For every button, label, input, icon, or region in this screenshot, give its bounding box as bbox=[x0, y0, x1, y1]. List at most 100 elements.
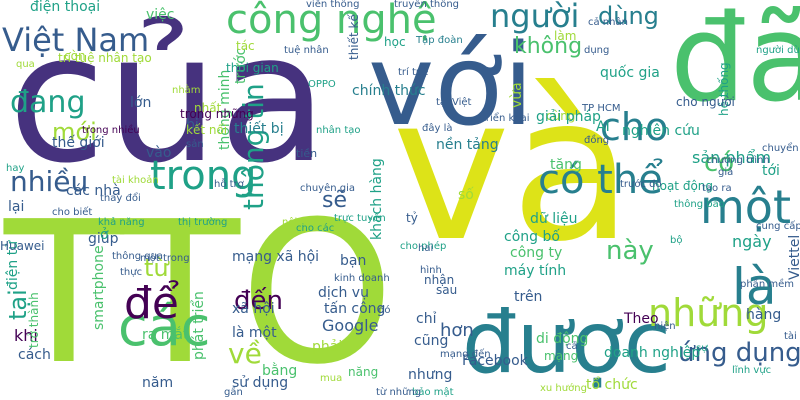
cloud-word: đó bbox=[378, 305, 391, 316]
cloud-word: bằng bbox=[262, 363, 298, 379]
cloud-word: gần bbox=[224, 387, 243, 398]
cloud-word: tổ chức bbox=[586, 377, 638, 393]
cloud-word: cho người bbox=[676, 95, 735, 109]
cloud-word: thông qua bbox=[112, 251, 164, 262]
cloud-word: cho biết bbox=[52, 207, 93, 218]
cloud-word: trí tuệ nhân tạo bbox=[58, 51, 152, 65]
cloud-word: trí tuệ bbox=[398, 67, 429, 78]
cloud-word: hỗ trợ bbox=[214, 179, 244, 190]
cloud-word: nhưng bbox=[408, 367, 453, 383]
cloud-word: mới bbox=[52, 118, 97, 146]
cloud-word: tài bbox=[784, 331, 797, 342]
cloud-word: cho các bbox=[296, 223, 335, 234]
cloud-word: chuyên gia bbox=[300, 183, 356, 194]
cloud-word: máy tính bbox=[504, 263, 567, 279]
cloud-word: với bbox=[368, 21, 534, 151]
cloud-word: đến bbox=[234, 286, 283, 316]
cloud-word: một trong bbox=[140, 253, 190, 264]
cloud-word: di động bbox=[536, 331, 589, 347]
cloud-word: Viettel bbox=[787, 234, 800, 280]
cloud-word: nền tảng bbox=[436, 137, 499, 153]
cloud-word: tuệ nhân bbox=[284, 45, 329, 56]
cloud-word: tỷ bbox=[406, 211, 418, 225]
cloud-word: này bbox=[606, 236, 654, 266]
cloud-word: tại Việt bbox=[436, 97, 472, 108]
cloud-word: thông báo bbox=[674, 199, 725, 210]
cloud-word: sử dụng bbox=[232, 375, 289, 391]
cloud-word: năm bbox=[142, 375, 174, 391]
cloud-word: hoạt động bbox=[652, 179, 714, 193]
cloud-word: thiết bị bbox=[234, 121, 284, 137]
cloud-word: Google bbox=[322, 316, 379, 335]
cloud-word: đang bbox=[10, 85, 86, 120]
cloud-word: từ bbox=[144, 254, 169, 282]
cloud-word: trực tuyến bbox=[334, 213, 386, 224]
cloud-word: hay bbox=[6, 163, 25, 174]
cloud-word: việc bbox=[146, 7, 175, 23]
cloud-word: thực bbox=[120, 267, 143, 278]
cloud-word: trên bbox=[514, 289, 543, 305]
cloud-word: khả năng bbox=[98, 217, 145, 228]
cloud-word: bạn bbox=[340, 253, 367, 269]
cloud-word: sản bbox=[186, 139, 204, 150]
cloud-word: được bbox=[462, 293, 671, 393]
cloud-word: phần mềm bbox=[740, 279, 794, 290]
cloud-word: thông tin bbox=[237, 83, 270, 210]
cloud-word: tấn công bbox=[324, 301, 386, 317]
cloud-word: năng bbox=[348, 365, 379, 379]
cloud-word: dịch vụ bbox=[318, 285, 369, 301]
cloud-word: phát triển bbox=[191, 291, 207, 360]
cloud-word: vào bbox=[146, 145, 172, 161]
cloud-word: tăng bbox=[550, 157, 582, 173]
cloud-word: ngày bbox=[732, 232, 772, 251]
cloud-word: công nghệ bbox=[226, 0, 437, 43]
cloud-word: triển khai bbox=[482, 113, 530, 124]
cloud-word: TP HCM bbox=[582, 103, 621, 114]
cloud-word: lĩnh vực bbox=[732, 365, 772, 376]
cloud-word: AI bbox=[596, 119, 610, 135]
cloud-word: khách hàng bbox=[369, 158, 385, 240]
cloud-word: bảo mật bbox=[412, 387, 454, 398]
cloud-word: trước đó bbox=[620, 179, 662, 190]
cloud-word: về bbox=[228, 337, 262, 370]
cloud-word: kết nối bbox=[186, 123, 228, 137]
cloud-word: sau bbox=[436, 283, 458, 297]
cloud-word: trong bbox=[150, 153, 257, 199]
cloud-word: điện thoại bbox=[30, 0, 101, 15]
cloud-word: còn bbox=[64, 49, 86, 63]
cloud-word: khi bbox=[14, 326, 38, 345]
cloud-word: mạng bbox=[544, 349, 579, 363]
cloud-word: đây là bbox=[422, 123, 453, 134]
cloud-word: xu hướng bbox=[540, 383, 587, 394]
cloud-word: dữ liệu bbox=[530, 211, 578, 227]
cloud-word: cung cấp bbox=[756, 221, 800, 232]
cloud-word: mạng xã hội bbox=[232, 249, 320, 265]
cloud-word: cách bbox=[18, 347, 51, 363]
cloud-word: cùng bbox=[546, 109, 576, 123]
cloud-word: thế giới bbox=[52, 135, 105, 151]
cloud-word: bộ bbox=[670, 235, 683, 246]
cloud-word: công bố bbox=[504, 229, 560, 245]
cloud-word: để bbox=[124, 278, 179, 329]
cloud-word: qua bbox=[16, 59, 35, 70]
cloud-word: thời gian bbox=[226, 61, 279, 75]
cloud-word: sự bbox=[696, 343, 708, 354]
cloud-word: những bbox=[648, 291, 769, 335]
cloud-word: lại bbox=[8, 199, 25, 215]
cloud-word: smartphone bbox=[91, 245, 107, 330]
cloud-word: của bbox=[8, 0, 328, 202]
cloud-word: làm bbox=[554, 29, 577, 43]
cloud-word: phải bbox=[312, 339, 343, 355]
cloud-word: nhất bbox=[194, 101, 222, 115]
cloud-word: sản phẩm bbox=[692, 148, 772, 167]
cloud-word: hàng bbox=[746, 307, 782, 323]
cloud-word: nội dung bbox=[282, 217, 326, 228]
cloud-word: số bbox=[458, 187, 474, 203]
cloud-word: thị trường bbox=[178, 217, 228, 228]
cloud-word: có thể bbox=[538, 157, 663, 203]
cloud-word: trong nhiều bbox=[82, 125, 140, 136]
cloud-word: người dùng bbox=[756, 45, 800, 56]
cloud-word: tác bbox=[236, 39, 255, 53]
cloud-word: đã bbox=[670, 0, 800, 129]
